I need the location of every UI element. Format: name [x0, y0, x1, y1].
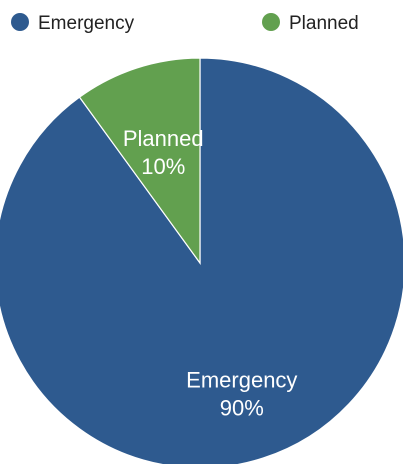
legend-swatch-planned	[262, 13, 280, 31]
slice-label-emergency: Emergency 90%	[186, 368, 297, 421]
slice-labels: Emergency 90% Planned 10%	[123, 126, 298, 421]
legend-label-planned: Planned	[289, 13, 359, 34]
pie-slice-planned	[78, 57, 201, 265]
legend: Emergency Planned	[11, 13, 359, 34]
slice-percent-emergency: 90%	[220, 396, 264, 421]
legend-swatch-emergency	[11, 13, 29, 31]
pie-slices	[0, 57, 403, 464]
pie-slice-emergency	[0, 57, 403, 464]
slice-name-emergency: Emergency	[186, 368, 297, 393]
slice-percent-planned: 10%	[141, 154, 185, 179]
legend-label-emergency: Emergency	[38, 13, 135, 34]
legend-item-planned: Planned	[262, 13, 359, 34]
slice-label-planned: Planned 10%	[123, 126, 204, 179]
legend-item-emergency: Emergency	[11, 13, 135, 34]
slice-name-planned: Planned	[123, 126, 204, 151]
